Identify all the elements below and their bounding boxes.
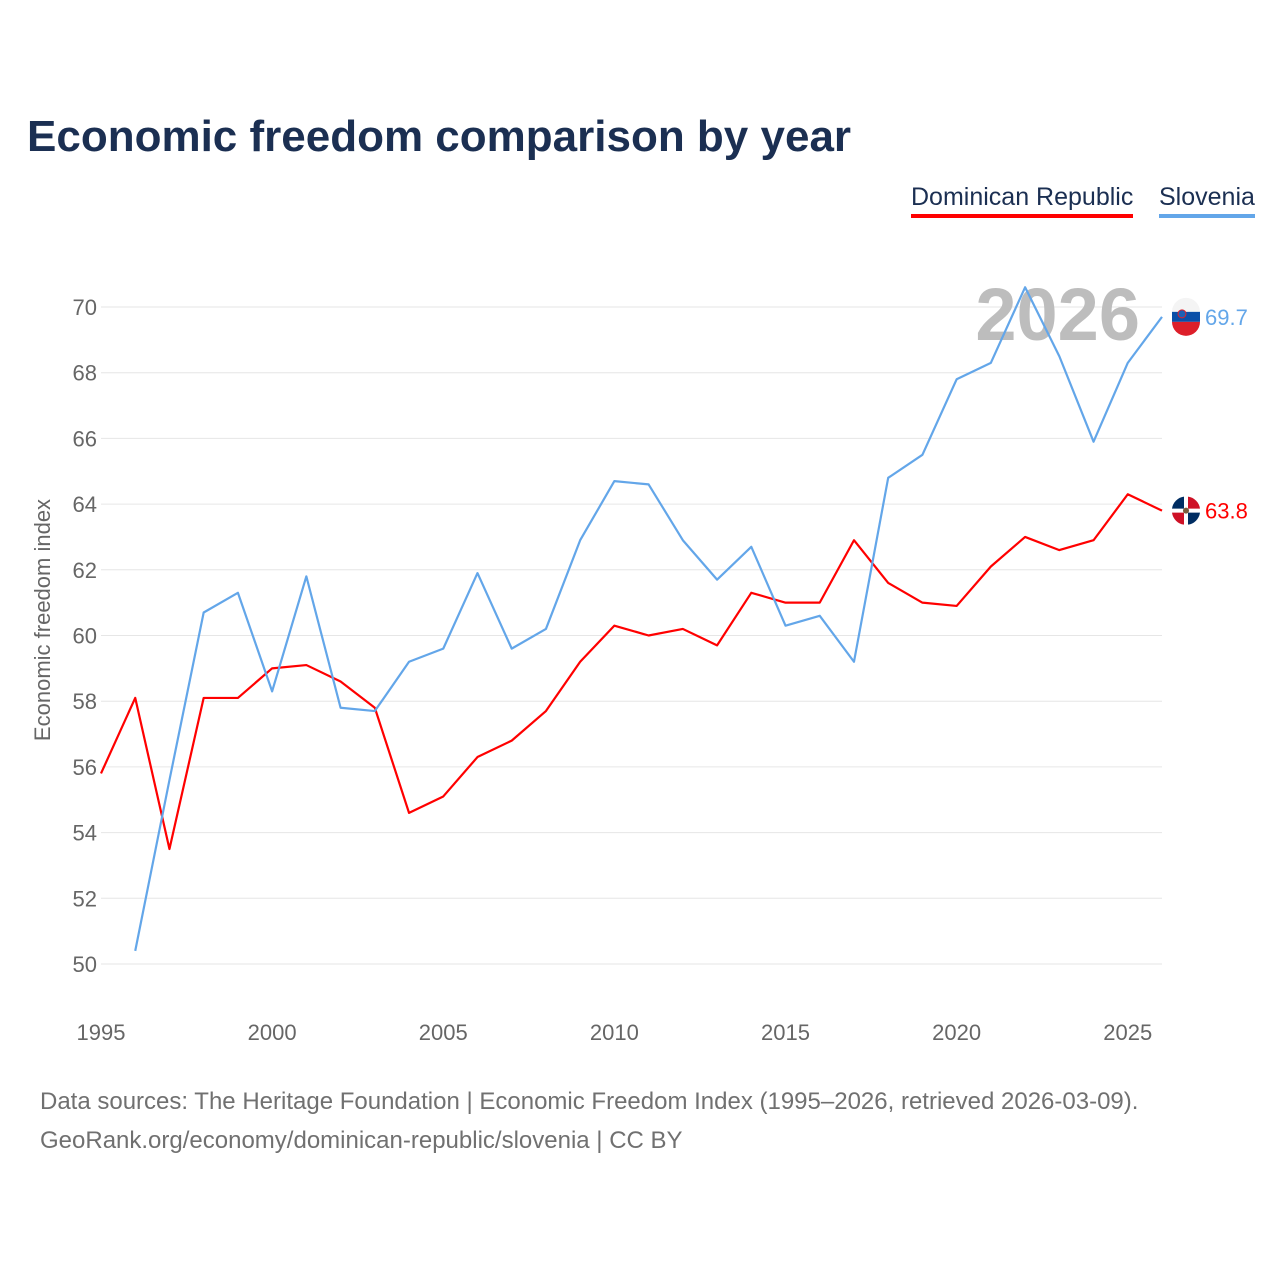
x-tick-label: 2020: [932, 1020, 981, 1045]
legend-slovenia[interactable]: Slovenia: [1159, 183, 1255, 218]
series-line-slovenia: [134, 286, 1163, 952]
x-tick-label: 2015: [761, 1020, 810, 1045]
y-tick-label: 52: [73, 886, 97, 911]
y-tick-label: 56: [73, 755, 97, 780]
end-value-label: 63.8: [1205, 499, 1248, 524]
legend-dominican-republic[interactable]: Dominican Republic: [911, 183, 1134, 218]
year-watermark: 2026: [975, 273, 1140, 356]
x-tick-label: 1995: [77, 1020, 126, 1045]
y-tick-label: 54: [73, 821, 97, 846]
flag-dominican-republic-icon: [1172, 496, 1200, 525]
flag-band: [1172, 321, 1200, 336]
x-tick-label: 2025: [1103, 1020, 1152, 1045]
chart-title: Economic freedom comparison by year: [27, 112, 852, 161]
x-tick-label: 2010: [590, 1020, 639, 1045]
y-tick-label: 64: [73, 492, 97, 517]
y-tick-label: 60: [73, 624, 97, 649]
credit-link[interactable]: GeoRank.org/economy/dominican-republic/s…: [40, 1127, 683, 1154]
end-value-label: 69.7: [1205, 305, 1248, 330]
y-axis-label: Economic freedom index: [30, 499, 55, 741]
flag-quarter: [1172, 496, 1184, 509]
y-tick-label: 50: [73, 952, 97, 977]
flag-band: [1172, 311, 1200, 322]
y-tick-label: 62: [73, 558, 97, 583]
y-tick-label: 68: [73, 361, 97, 386]
flag-quarter: [1188, 496, 1200, 509]
y-tick-label: 66: [73, 426, 97, 451]
gridlines: [101, 306, 1162, 965]
flag-emblem: [1183, 507, 1189, 514]
y-tick-label: 58: [73, 689, 97, 714]
flag-quarter: [1172, 512, 1184, 525]
flag-slovenia-icon: [1172, 297, 1200, 336]
line-chart: 50 52 54 56 58 60 62 64 66 68 70 1995 2000 2005 2010 2…: [30, 273, 1248, 1045]
x-tick-label: 2000: [248, 1020, 297, 1045]
y-tick-label: 70: [73, 295, 97, 320]
flag-band: [1172, 297, 1200, 312]
data-sources: Data sources: The Heritage Foundation | …: [40, 1088, 1139, 1115]
y-axis-ticks: 50 52 54 56 58 60 62 64 66 68 70: [73, 295, 97, 977]
series-line-dominican-republic: [99, 493, 1163, 851]
x-tick-label: 2005: [419, 1020, 468, 1045]
series-lines: 63.8 69.7: [99, 286, 1248, 952]
x-axis-ticks: 1995 2000 2005 2010 2015 2020 2025: [77, 1020, 1153, 1045]
flag-quarter: [1188, 512, 1200, 525]
flag-emblem: [1177, 309, 1187, 319]
